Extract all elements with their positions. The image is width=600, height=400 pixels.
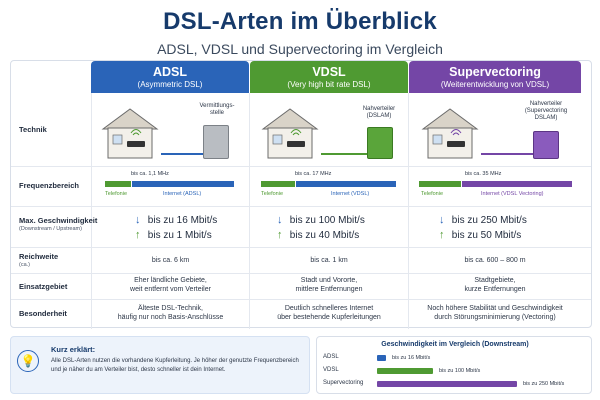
- frequency-label-telefonie: Telefonie: [261, 191, 284, 197]
- chart-bar: [377, 381, 517, 387]
- row-divider: [11, 166, 591, 167]
- info-text: Alle DSL-Arten nutzen die vorhandene Kup…: [51, 358, 299, 373]
- range-value: bis ca. 1 km: [310, 257, 348, 264]
- frequency-bar-internet: [296, 181, 396, 187]
- speed-down-value: bis zu 100 Mbit/s: [289, 215, 365, 226]
- speed-up-value: bis zu 1 Mbit/s: [147, 230, 212, 241]
- row-label-frequenz: Frequenzbereich: [19, 181, 80, 190]
- distributor-cabinet-icon: [533, 131, 559, 159]
- usage-value: Stadtgebiete, kurze Entfernungen: [464, 277, 526, 294]
- arrow-down-icon: ↓: [277, 214, 283, 226]
- row-label-speed-sub: (Downstream / Upstream): [19, 226, 82, 232]
- arrow-up-icon: ↑: [439, 229, 445, 241]
- frequency-note: bis ca. 35 MHz: [465, 171, 502, 177]
- lightbulb-icon: 💡: [17, 350, 39, 372]
- speed-up-value: bis zu 40 Mbit/s: [289, 230, 360, 241]
- chart-bar: [377, 355, 386, 361]
- special-value: Deutlich schnelleres Internet über beste…: [277, 305, 381, 322]
- row-label-reichweite-sub: (ca.): [19, 262, 30, 268]
- row-label-einsatz: Einsatzgebiet: [19, 282, 68, 291]
- frequency-note: bis ca. 17 MHz: [295, 171, 332, 177]
- page-subtitle: ADSL, VDSL und Supervectoring im Verglei…: [157, 41, 443, 57]
- special-value: Noch höhere Stabilität und Geschwindigke…: [427, 305, 563, 322]
- line-connection: [481, 153, 533, 155]
- row-label-reichweite-text: Reichweite: [19, 252, 59, 261]
- speed-up: ↑ bis zu 1 Mbit/s: [135, 229, 212, 241]
- column-subtitle: (Weiterentwicklung von VDSL): [440, 80, 550, 89]
- row-label-reichweite: Reichweite (ca.): [19, 252, 58, 268]
- distributor-label: Vermittlungs- stelle: [199, 103, 235, 117]
- row-label-besonderheit: Besonderheit: [19, 309, 67, 318]
- column-divider: [408, 93, 409, 329]
- chart-title: Geschwindigkeit im Vergleich (Downstream…: [381, 341, 529, 348]
- chart-category-label: Supervectoring: [323, 380, 364, 386]
- chart-category-label: VDSL: [323, 367, 339, 373]
- column-header-vdsl: VDSL (Very high bit rate DSL): [250, 61, 408, 93]
- column-subtitle: (Very high bit rate DSL): [287, 80, 371, 89]
- frequency-label-internet: Internet (ADSL): [163, 191, 202, 197]
- line-connection: [321, 153, 367, 155]
- comparison-table: ADSL (Asymmetric DSL) VDSL (Very high bi…: [10, 60, 592, 329]
- column-name: ADSL: [152, 65, 188, 79]
- usage-value: Stadt und Vororte, mittlere Entfernungen: [295, 277, 363, 294]
- page-title: DSL-Arten im Überblick: [163, 8, 437, 35]
- chart-value-label: bis zu 16 Mbit/s: [392, 355, 431, 361]
- distributor-label: Nahverteiler (DSLAM): [362, 106, 396, 120]
- frequency-label-telefonie: Telefonie: [105, 191, 128, 197]
- column-divider: [249, 93, 250, 329]
- speed-down-value: bis zu 16 Mbit/s: [147, 215, 218, 226]
- distributor-label: Nahverteiler (Supervectoring DSLAM): [524, 101, 568, 122]
- row-label-speed: Max. Geschwindigkeit (Downstream / Upstr…: [19, 216, 97, 232]
- house-icon: [421, 108, 479, 159]
- speed-down-value: bis zu 250 Mbit/s: [451, 215, 527, 226]
- frequency-bar-telefonie: [105, 181, 131, 187]
- arrow-down-icon: ↓: [135, 214, 141, 226]
- line-connection: [161, 153, 203, 155]
- info-title: Kurz erklärt:: [51, 345, 96, 354]
- column-divider: [91, 93, 92, 329]
- column-subtitle: (Asymmetric DSL): [137, 80, 203, 89]
- row-label-technik: Technik: [19, 125, 47, 134]
- frequency-note: bis ca. 1,1 MHz: [131, 171, 169, 177]
- usage-value: Eher ländliche Gebiete, weit entfernt vo…: [130, 277, 211, 294]
- speed-down: ↓ bis zu 16 Mbit/s: [135, 214, 217, 226]
- chart-value-label: bis zu 250 Mbit/s: [523, 381, 565, 387]
- frequency-bar-telefonie: [419, 181, 461, 187]
- frequency-label-internet: Internet (VDSL): [331, 191, 370, 197]
- arrow-up-icon: ↑: [135, 229, 141, 241]
- speed-comparison-chart: Geschwindigkeit im Vergleich (Downstream…: [316, 336, 592, 394]
- range-value: bis ca. 6 km: [151, 257, 190, 264]
- chart-bar: [377, 368, 433, 374]
- arrow-down-icon: ↓: [439, 214, 445, 226]
- frequency-bar-internet: [462, 181, 572, 187]
- speed-down: ↓ bis zu 250 Mbit/s: [439, 214, 527, 226]
- frequency-bar-telefonie: [261, 181, 295, 187]
- house-icon: [101, 108, 159, 159]
- row-divider: [11, 299, 591, 300]
- column-header-supervectoring: Supervectoring (Weiterentwicklung von VD…: [409, 61, 581, 93]
- row-label-speed-text: Max. Geschwindigkeit: [19, 216, 98, 225]
- frequency-bar-internet: [132, 181, 234, 187]
- column-name: VDSL: [312, 65, 346, 79]
- column-header-adsl: ADSL (Asymmetric DSL): [91, 61, 249, 93]
- speed-up: ↑ bis zu 50 Mbit/s: [439, 229, 521, 241]
- speed-up-value: bis zu 50 Mbit/s: [451, 230, 522, 241]
- info-box: 💡 Kurz erklärt: Alle DSL-Arten nutzen di…: [10, 336, 310, 394]
- row-divider: [11, 206, 591, 207]
- distributor-cabinet-icon: [203, 125, 229, 159]
- frequency-label-internet: Internet (VDSL Vectoring): [481, 191, 544, 197]
- distributor-cabinet-icon: [367, 127, 393, 159]
- speed-up: ↑ bis zu 40 Mbit/s: [277, 229, 359, 241]
- arrow-up-icon: ↑: [277, 229, 283, 241]
- speed-down: ↓ bis zu 100 Mbit/s: [277, 214, 365, 226]
- chart-value-label: bis zu 100 Mbit/s: [439, 368, 481, 374]
- frequency-label-telefonie: Telefonie: [421, 191, 444, 197]
- row-divider: [11, 273, 591, 274]
- range-value: bis ca. 600 – 800 m: [464, 257, 526, 264]
- row-divider: [11, 247, 591, 248]
- house-icon: [261, 108, 319, 159]
- special-value: Älteste DSL-Technik, häufig nur noch Bas…: [117, 305, 224, 322]
- column-name: Supervectoring: [449, 65, 541, 79]
- chart-category-label: ADSL: [323, 354, 339, 360]
